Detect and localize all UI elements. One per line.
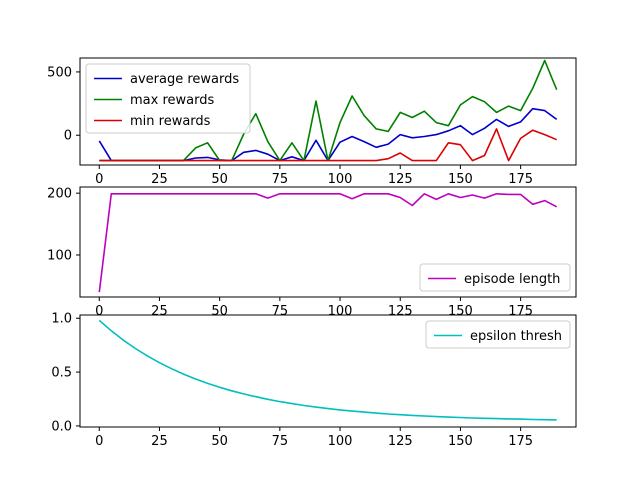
- legend-label: max rewards: [130, 93, 214, 108]
- x-tick-label: 75: [272, 304, 289, 319]
- y-tick-label: 500: [47, 65, 72, 80]
- x-tick-label: 75: [272, 172, 289, 187]
- series-line-episode-length: [98, 193, 558, 293]
- legend-label: epsilon thresh: [470, 329, 562, 344]
- x-tick-label: 50: [211, 172, 228, 187]
- x-tick-label: 150: [448, 434, 473, 449]
- axes-frame: [79, 57, 577, 166]
- x-tick-label: 25: [151, 434, 168, 449]
- legend-box: [85, 63, 251, 134]
- y-tick-label: 0.5: [51, 366, 72, 381]
- x-tick-label: 50: [211, 304, 228, 319]
- x-tick-label: 125: [388, 434, 413, 449]
- x-tick-label: 150: [448, 172, 473, 187]
- x-tick-label: 25: [151, 172, 168, 187]
- x-tick-label: 75: [272, 434, 289, 449]
- legend-label: min rewards: [130, 114, 211, 129]
- y-tick-label: 100: [47, 248, 72, 263]
- legend-label: episode length: [464, 272, 560, 287]
- x-tick-label: 100: [328, 434, 353, 449]
- x-tick-label: 175: [508, 172, 533, 187]
- x-tick-label: 150: [448, 304, 473, 319]
- axes-frame: [79, 314, 577, 428]
- x-tick-label: 125: [388, 304, 413, 319]
- x-tick-label: 50: [211, 434, 228, 449]
- x-tick-label: 100: [328, 172, 353, 187]
- x-tick-label: 175: [508, 304, 533, 319]
- legend: average rewards max rewards min rewards: [85, 63, 251, 134]
- x-tick-label: 0: [95, 434, 103, 449]
- x-tick-label: 175: [508, 434, 533, 449]
- y-tick-label: 200: [47, 187, 72, 202]
- axes-frame: [79, 186, 577, 298]
- series-line-epsilon-thresh: [98, 319, 557, 421]
- legend-box: [425, 320, 571, 349]
- x-tick-label: 0: [95, 172, 103, 187]
- x-tick-label: 25: [151, 304, 168, 319]
- x-tick-label: 0: [95, 304, 103, 319]
- y-tick-label: 1.0: [51, 312, 72, 327]
- subplot-3: 0 25 50 75 100 125 150 175 0.0 0.5 1.0 epsilon thre…: [51, 312, 577, 449]
- series-line-min-rewards: [99, 128, 558, 162]
- x-tick-label: 125: [388, 172, 413, 187]
- y-tick-label: 0: [64, 129, 72, 144]
- legend-box: [419, 263, 571, 292]
- y-tick-label: 0.0: [51, 419, 72, 434]
- legend: epsilon thresh: [425, 320, 571, 349]
- x-tick-label: 100: [328, 304, 353, 319]
- legend: episode length: [419, 263, 571, 292]
- legend-label: average rewards: [130, 72, 239, 87]
- subplot-1: 0 25 50 75 100 125 150 175 0 500 average rewards ma…: [47, 57, 577, 187]
